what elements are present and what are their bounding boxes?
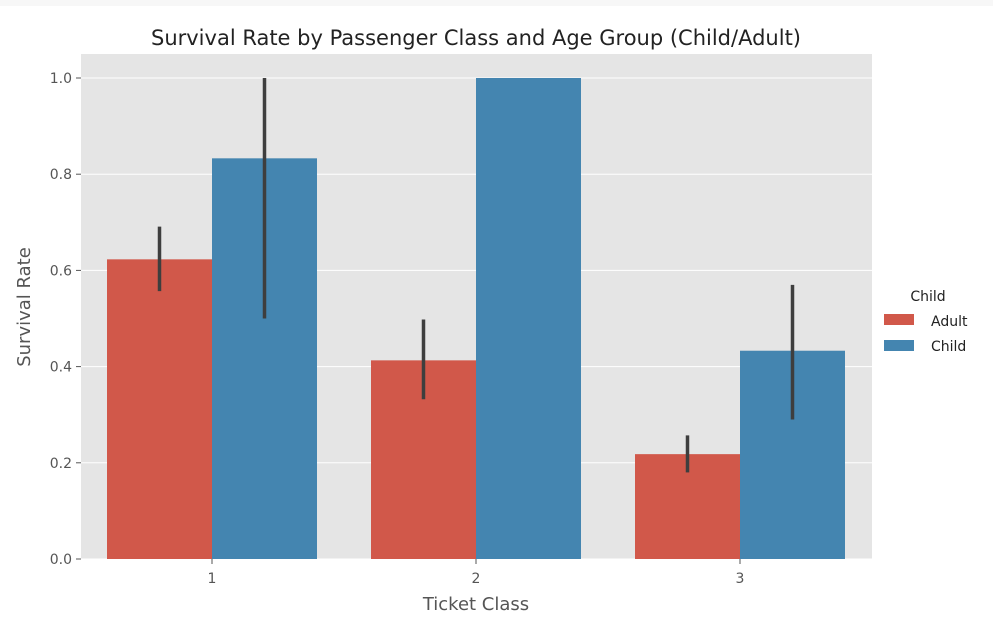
legend-label-adult: Adult [931,314,968,330]
legend-label-child: Child [931,339,966,355]
x-tick-label: 3 [736,571,745,587]
y-tick-label: 1.0 [50,71,72,87]
legend-swatch-adult [884,314,914,325]
bar-adult-class-1 [107,259,212,559]
legend-title: Child [910,289,945,305]
x-axis-ticks: 1 2 3 [208,559,745,587]
chart-title: Survival Rate by Passenger Class and Age… [151,26,801,50]
legend-swatch-child [884,340,914,351]
y-axis-ticks: 0.0 0.2 0.4 0.6 0.8 1.0 [50,71,81,568]
top-strip [0,0,993,6]
error-bars [157,78,795,473]
legend: Child Adult Child [884,289,968,355]
y-tick-label: 0.2 [50,456,72,472]
y-tick-label: 0.0 [50,552,72,568]
bar-child-class-2 [476,78,581,559]
x-tick-label: 2 [472,571,481,587]
x-tick-label: 1 [208,571,217,587]
y-tick-label: 0.6 [50,263,72,279]
y-tick-label: 0.4 [50,360,72,376]
x-axis-label: Ticket Class [422,594,529,615]
y-tick-label: 0.8 [50,167,72,183]
y-axis-label: Survival Rate [14,247,35,367]
